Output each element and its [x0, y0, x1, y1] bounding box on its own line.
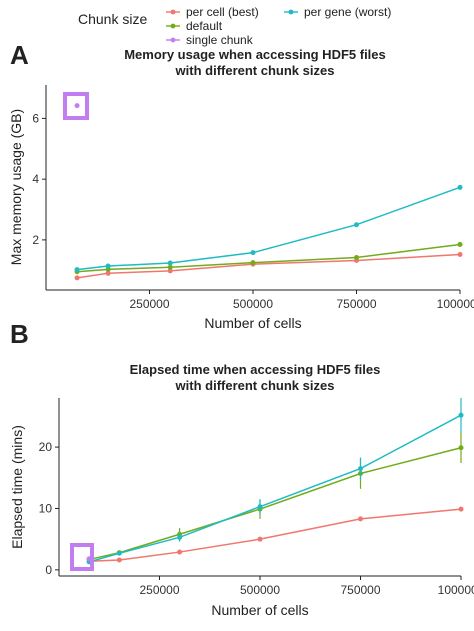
chart-b-title-line-2: with different chunk sizes: [175, 378, 335, 393]
chart-b-per-cell-best-point: [116, 557, 122, 563]
chart-a-axes: [45, 85, 460, 291]
chart-b-xtick-label: 500000: [240, 583, 280, 597]
legend-key-point-per-cell: [170, 9, 176, 15]
chart-a-per-gene-worst-point: [457, 184, 463, 190]
chart-a-title-line-1: Memory usage when accessing HDF5 files: [124, 47, 386, 62]
chart-a-xtick-label: 250000: [129, 297, 169, 311]
chart-b-ylabel: Elapsed time (mins): [9, 425, 25, 549]
chart-a-per-gene-worst-point: [105, 263, 111, 269]
chart-b-axes: [58, 398, 461, 577]
chart-b-series: [86, 398, 464, 565]
chart-a-xtick-label: 750000: [336, 297, 376, 311]
chart-a-single-chunk-series: [74, 103, 80, 109]
chart-b: Elapsed time when accessing HDF5 files w…: [9, 362, 474, 618]
legend-key-point-single-chunk: [170, 37, 176, 43]
chart-a-highlight-box: [63, 92, 89, 120]
chart-b-per-cell-best-series: [86, 506, 464, 564]
legend-item-default: default: [166, 19, 223, 33]
chart-b-per-cell-best-point: [458, 506, 464, 512]
chart-b-xtick-label: 750000: [340, 583, 380, 597]
chart-b-xticks: 250000 500000 750000 1000000: [139, 576, 474, 597]
chart-a-default-line: [76, 243, 461, 273]
chart-b-default-line: [88, 446, 462, 561]
chart-a-per-cell-best-point: [105, 270, 111, 276]
chart-b-default-point: [458, 445, 464, 451]
chart-b-per-gene-worst-series: [86, 398, 464, 565]
legend-label-per-gene: per gene (worst): [304, 5, 391, 19]
chart-a-per-gene-worst-line: [76, 186, 461, 271]
chart-a-per-cell-best-line: [76, 253, 461, 279]
chart-b-ytick-label: 10: [39, 501, 53, 515]
chart-a-default-point: [167, 264, 173, 270]
chart-b-xlabel: Number of cells: [211, 602, 308, 618]
chart-a-default-point: [250, 260, 256, 266]
chart-a-ytick-label: 6: [32, 111, 39, 125]
chart-a-ylabel: Max memory usage (GB): [8, 109, 24, 265]
legend-key-point-default: [170, 23, 176, 29]
chart-a-yticks: 2 4 6: [32, 111, 46, 247]
legend-label-default: default: [186, 19, 223, 33]
legend-key-point-per-gene: [288, 9, 294, 15]
chart-b-ytick-label: 20: [39, 440, 53, 454]
chart-a-xtick-label: 1000000: [437, 297, 474, 311]
chart-a-per-gene-worst-point: [354, 222, 359, 228]
chart-a-per-cell-best-point: [457, 251, 463, 257]
chart-b-per-gene-worst-point: [116, 550, 122, 556]
chart-b-ytick-label: 0: [45, 563, 52, 577]
chart-a-default-point: [354, 255, 359, 261]
legend-item-per-gene: per gene (worst): [284, 5, 391, 19]
chart-a-default-point: [457, 241, 463, 247]
chart-a-xticks: 250000 500000 750000 1000000: [129, 290, 474, 311]
legend-title: Chunk size: [78, 11, 147, 27]
legend-label-per-cell: per cell (best): [186, 5, 259, 19]
chart-a-ytick-label: 2: [32, 233, 39, 247]
chart-a-per-cell-best-point: [167, 268, 173, 274]
chart-b-title-line-1: Elapsed time when accessing HDF5 files: [130, 362, 381, 377]
chart-b-xtick-label: 1000000: [438, 583, 474, 597]
chart-a: Memory usage when accessing HDF5 files w…: [8, 47, 474, 331]
chart-a-xtick-label: 500000: [233, 297, 273, 311]
chart-b-xtick-label: 250000: [139, 583, 179, 597]
chart-a-per-gene-worst-point: [250, 250, 256, 256]
chart-a-xlabel: Number of cells: [204, 315, 301, 331]
chart-b-yticks: 0 10 20: [39, 440, 59, 577]
chart-a-single-chunk-point: [74, 103, 80, 109]
chart-b-per-gene-worst-point: [358, 466, 363, 472]
legend-item-per-cell: per cell (best): [166, 5, 259, 19]
chart-a-per-gene-worst-series: [74, 184, 463, 273]
chart-a-per-gene-worst-point: [167, 260, 173, 266]
chart-b-per-cell-best-line: [89, 508, 462, 563]
chart-a-title-line-2: with different chunk sizes: [175, 63, 335, 78]
chart-a-series: [74, 103, 463, 281]
chart-b-per-gene-worst-point: [257, 504, 263, 510]
chart-a-ytick-label: 4: [32, 172, 39, 186]
chart-a-per-gene-worst-point: [74, 267, 80, 273]
chart-b-per-cell-best-point: [358, 516, 363, 522]
chart-a-per-cell-best-series: [74, 251, 463, 281]
legend-item-single-chunk: single chunk: [166, 33, 254, 47]
chart-b-per-cell-best-point: [257, 536, 263, 542]
chart-b-per-cell-best-point: [177, 549, 183, 555]
panel-label-a: A: [10, 40, 29, 70]
legend-label-single-chunk: single chunk: [186, 33, 254, 47]
chart-b-highlight-box: [70, 543, 94, 571]
legend: Chunk size per cell (best) per gene (wor…: [78, 5, 391, 47]
chart-b-per-gene-worst-point: [458, 412, 464, 418]
chart-b-per-gene-worst-point: [177, 534, 183, 540]
chart-a-per-cell-best-point: [74, 275, 80, 281]
chart-b-per-gene-worst-line: [88, 414, 462, 563]
panel-label-b: B: [10, 319, 29, 349]
chart-b-default-series: [86, 432, 464, 563]
